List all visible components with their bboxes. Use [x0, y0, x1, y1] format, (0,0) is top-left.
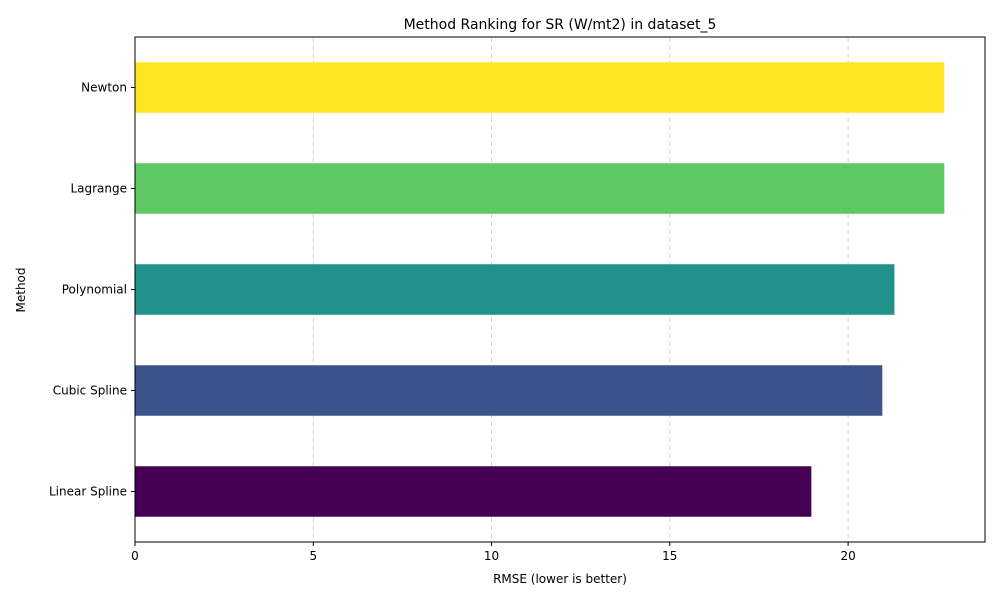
y-tick-label: Cubic Spline	[53, 384, 127, 398]
y-tick-label: Polynomial	[62, 283, 127, 297]
chart-title: Method Ranking for SR (W/mt2) in dataset…	[404, 17, 717, 33]
bar-lagrange	[135, 163, 945, 214]
x-axis-title: RMSE (lower is better)	[493, 572, 627, 586]
y-tick-label: Newton	[81, 81, 127, 95]
bar-newton	[135, 62, 945, 113]
x-tick-label: 0	[131, 549, 139, 563]
y-ticks: Linear Spline Cubic Spline Polynomial Lagra…	[49, 81, 135, 499]
y-axis-title: Method	[14, 267, 28, 312]
bar-linear-spline	[135, 466, 812, 517]
y-tick-label: Lagrange	[70, 182, 127, 196]
y-tick-label: Linear Spline	[49, 485, 127, 499]
x-tick-label: 10	[484, 549, 499, 563]
bar-polynomial	[135, 264, 895, 315]
bars	[135, 62, 945, 517]
bar-cubic-spline	[135, 365, 883, 416]
x-ticks: 0 5 10 15 20	[131, 542, 856, 563]
x-tick-label: 15	[662, 549, 677, 563]
x-tick-label: 20	[840, 549, 855, 563]
x-tick-label: 5	[309, 549, 317, 563]
